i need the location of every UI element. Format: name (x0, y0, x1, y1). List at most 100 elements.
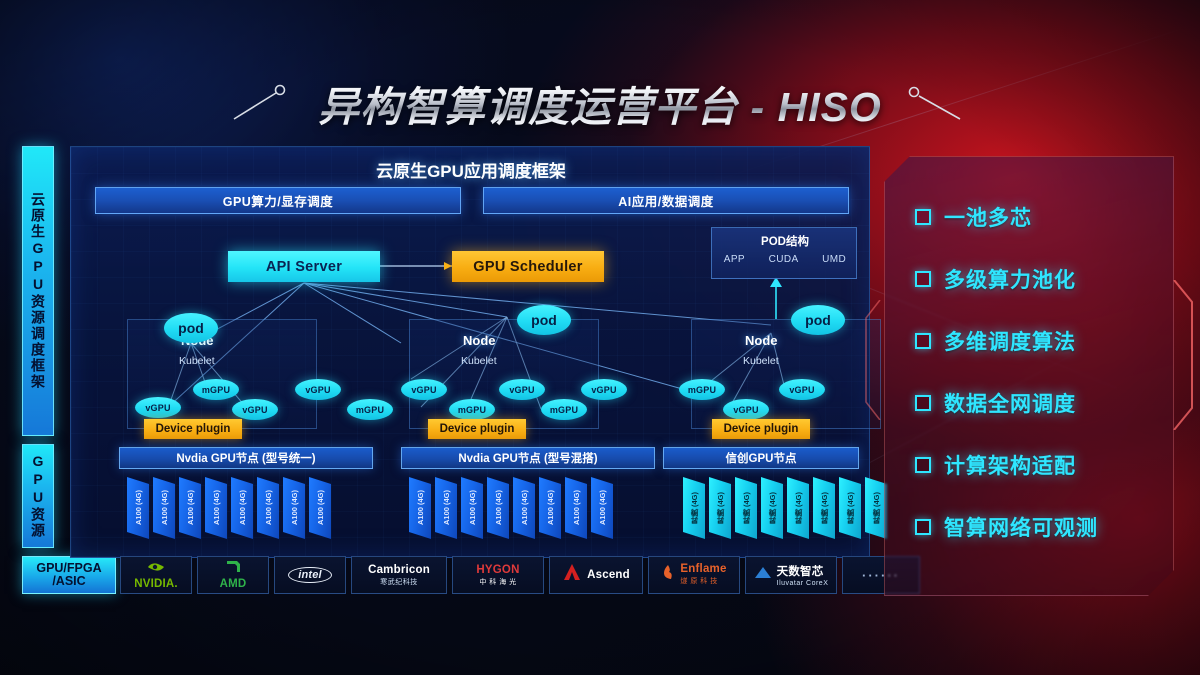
vendor-logo-4[interactable]: Cambricon 寒武纪科技 (351, 556, 447, 594)
gpu-card-3-3[interactable]: 昇腾 (4G) (735, 477, 757, 539)
feature-item-4[interactable]: 数据全网调度 (915, 372, 1165, 434)
gpu-card-2-8[interactable]: A100 (4G) (591, 477, 613, 539)
vendor-logo-1[interactable]: NVIDIA. (120, 556, 192, 594)
node-1-vgpu-1[interactable]: vGPU (135, 397, 181, 418)
gpu-card-2-5[interactable]: A100 (4G) (513, 477, 535, 539)
vendor-name: Ascend (587, 568, 630, 581)
sidebar-tab-gpu-resource-label: GPU资源 (30, 453, 46, 539)
gpu-card-1-1[interactable]: A100 (4G) (127, 477, 149, 539)
gpu-group-header-2[interactable]: Nvdia GPU节点 (型号混搭) (401, 447, 655, 469)
api-server-node[interactable]: API Server (228, 251, 380, 282)
gpu-card-3-5[interactable]: 昇腾 (4G) (787, 477, 809, 539)
gpu-card-3-4[interactable]: 昇腾 (4G) (761, 477, 783, 539)
node-3-device-plugin[interactable]: Device plugin (712, 419, 810, 439)
node-1-device-plugin[interactable]: Device plugin (144, 419, 242, 439)
feature-item-2[interactable]: 多级算力池化 (915, 248, 1165, 310)
gpu-group-header-3[interactable]: 信创GPU节点 (663, 447, 859, 469)
gpu-card-label: 昇腾 (4G) (819, 491, 829, 525)
gpu-card-2-3[interactable]: A100 (4G) (461, 477, 483, 539)
gpu-card-3-8[interactable]: 昇腾 (4G) (865, 477, 887, 539)
gpu-card-2-2[interactable]: A100 (4G) (435, 477, 457, 539)
framework-bar-compute[interactable]: GPU算力/显存调度 (95, 187, 461, 214)
gpu-card-3-1[interactable]: 昇腾 (4G) (683, 477, 705, 539)
gpu-card-group-2: A100 (4G) A100 (4G) A100 (4G) A100 (4G) A100… (409, 477, 613, 539)
gpu-card-label: A100 (4G) (597, 490, 607, 526)
checkbox-icon[interactable] (915, 209, 931, 225)
node-2-label: Node (463, 333, 496, 348)
enflame-logo (661, 565, 675, 584)
feature-item-3[interactable]: 多维调度算法 (915, 310, 1165, 372)
sidebar-tab-asic[interactable]: GPU/FPGA /ASIC (22, 556, 116, 594)
checkbox-icon[interactable] (915, 395, 931, 411)
gpu-card-3-6[interactable]: 昇腾 (4G) (813, 477, 835, 539)
checkbox-icon[interactable] (915, 519, 931, 535)
node-3-pod[interactable]: pod (791, 305, 845, 335)
vendor-logo-8[interactable]: 天数智芯 Iluvatar CoreX (745, 556, 837, 594)
gpu-card-2-4[interactable]: A100 (4G) (487, 477, 509, 539)
feature-label: 一池多芯 (944, 207, 1032, 230)
gpu-scheduler-node[interactable]: GPU Scheduler (452, 251, 604, 282)
sidebar-tab-gpu-resource[interactable]: GPU资源 (22, 444, 54, 548)
pod-structure-item-app: APP (723, 254, 746, 265)
vendor-logo-3[interactable]: intel (274, 556, 346, 594)
vendor-subtitle: Iluvatar CoreX (776, 579, 829, 587)
gpu-card-1-3[interactable]: A100 (4G) (179, 477, 201, 539)
feature-item-6[interactable]: 智算网络可观测 (915, 496, 1165, 558)
vendor-logo-7[interactable]: Enflame 燧 原 科 技 (648, 556, 740, 594)
gpu-card-3-2[interactable]: 昇腾 (4G) (709, 477, 731, 539)
vendor-text-group: 天数智芯 Iluvatar CoreX (777, 564, 829, 587)
feature-item-5[interactable]: 计算架构适配 (915, 434, 1165, 496)
sidebar-tab-framework[interactable]: 云原生GPU资源调度框架 (22, 146, 54, 436)
node-1-mgpu-1[interactable]: mGPU (193, 379, 239, 400)
gpu-card-label: A100 (4G) (315, 490, 325, 526)
page-title: 异构智算调度运营平台 - HISO (318, 73, 882, 133)
node-2-vgpu-1[interactable]: vGPU (401, 379, 447, 400)
node-1-pod[interactable]: pod (164, 313, 218, 343)
feature-label: 数据全网调度 (944, 393, 1076, 416)
vendor-subtitle: 中 科 海 光 (479, 578, 517, 586)
vendor-logo-5[interactable]: HYGON 中 科 海 光 (452, 556, 544, 594)
gpu-card-3-7[interactable]: 昇腾 (4G) (839, 477, 861, 539)
gpu-card-1-5[interactable]: A100 (4G) (231, 477, 253, 539)
node-2-pod[interactable]: pod (517, 305, 571, 335)
gpu-card-label: 昇腾 (4G) (793, 491, 803, 525)
node-1-mgpu-2[interactable]: mGPU (347, 399, 393, 420)
node-2-device-plugin[interactable]: Device plugin (428, 419, 526, 439)
gpu-group-header-1[interactable]: Nvdia GPU节点 (型号统一) (119, 447, 373, 469)
checkbox-icon[interactable] (915, 271, 931, 287)
vendor-subtitle: 寒武纪科技 (380, 578, 418, 586)
node-1-vgpu-3[interactable]: vGPU (295, 379, 341, 400)
node-1-vgpu-2[interactable]: vGPU (232, 399, 278, 420)
nvidia-logo (146, 560, 166, 578)
vendor-logo-6[interactable]: Ascend (549, 556, 643, 594)
node-3-vgpu-2[interactable]: vGPU (779, 379, 825, 400)
gpu-card-label: A100 (4G) (571, 490, 581, 526)
gpu-card-1-2[interactable]: A100 (4G) (153, 477, 175, 539)
node-2-mgpu-2[interactable]: mGPU (541, 399, 587, 420)
node-3-vgpu-1[interactable]: vGPU (723, 399, 769, 420)
node-3-mgpu-1[interactable]: mGPU (679, 379, 725, 400)
vendor-logo-2[interactable]: AMD (197, 556, 269, 594)
gpu-card-1-4[interactable]: A100 (4G) (205, 477, 227, 539)
feature-item-1[interactable]: 一池多芯 (915, 186, 1165, 248)
node-2-vgpu-2[interactable]: vGPU (499, 379, 545, 400)
checkbox-icon[interactable] (915, 457, 931, 473)
gpu-card-1-7[interactable]: A100 (4G) (283, 477, 305, 539)
gpu-card-2-7[interactable]: A100 (4G) (565, 477, 587, 539)
vendor-logo-row: NVIDIA. AMD intel Cambricon 寒武纪科技 HYGON 中 科 海 … (120, 556, 920, 594)
node-2-mgpu-1[interactable]: mGPU (449, 399, 495, 420)
gpu-card-1-6[interactable]: A100 (4G) (257, 477, 279, 539)
gpu-card-2-1[interactable]: A100 (4G) (409, 477, 431, 539)
vendor-name: intel (288, 567, 332, 583)
node-1-kubelet: Kubelet (179, 355, 215, 367)
pod-structure-items: APP CUDA UMD (712, 254, 858, 265)
checkbox-icon[interactable] (915, 333, 931, 349)
gpu-card-1-8[interactable]: A100 (4G) (309, 477, 331, 539)
gpu-card-2-6[interactable]: A100 (4G) (539, 477, 561, 539)
pod-structure-box: POD结构 APP CUDA UMD (711, 227, 857, 279)
gpu-card-label: 昇腾 (4G) (845, 491, 855, 525)
framework-bar-ai[interactable]: AI应用/数据调度 (483, 187, 849, 214)
gpu-card-label: A100 (4G) (519, 490, 529, 526)
vendor-name: Enflame (680, 563, 727, 575)
node-2-vgpu-3[interactable]: vGPU (581, 379, 627, 400)
